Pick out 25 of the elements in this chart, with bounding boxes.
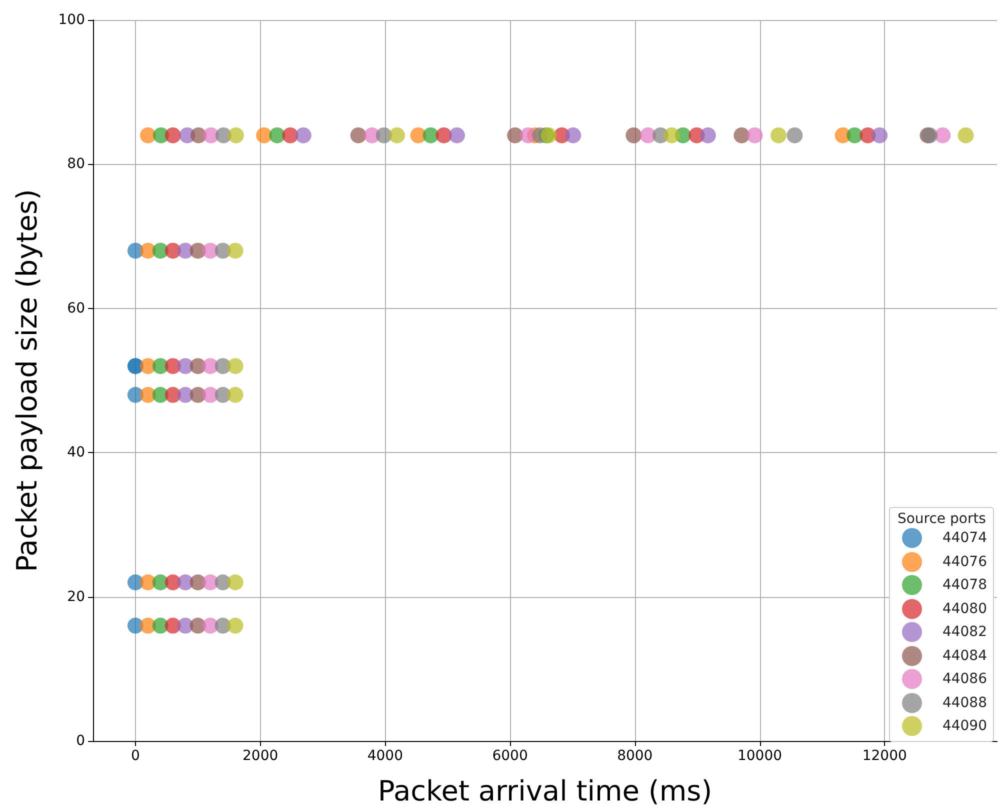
x-axis-title: Packet arrival time (ms) (378, 774, 712, 808)
legend-title: Source ports (896, 510, 987, 526)
legend-label: 44086 (942, 671, 987, 688)
y-tick-label: 20 (67, 588, 85, 605)
y-tick-label: 0 (76, 733, 85, 749)
x-tick-label: 10000 (737, 748, 782, 764)
y-tick-label: 40 (67, 444, 85, 461)
legend-label: 44078 (942, 577, 987, 594)
legend-label: 44080 (942, 600, 987, 617)
legend-label: 44074 (942, 530, 987, 546)
x-tick-label: 6000 (492, 748, 528, 764)
y-tick-label: 80 (67, 156, 85, 172)
y-tick-label: 60 (67, 300, 85, 316)
x-tick-label: 0 (130, 748, 140, 764)
x-tick-label: 4000 (367, 748, 403, 764)
y-axis-title: Packet payload size (bytes) (10, 189, 44, 572)
x-tick-label: 2000 (242, 748, 278, 764)
y-tick-label: 100 (58, 12, 85, 28)
legend-label: 44088 (942, 694, 987, 711)
legend-label: 44090 (942, 718, 987, 734)
legend-label: 44084 (942, 648, 987, 664)
x-tick-label: 12000 (862, 748, 907, 764)
legend-label: 44076 (942, 554, 987, 570)
legend-label: 44082 (942, 624, 987, 640)
x-tick-label: 8000 (617, 748, 653, 764)
